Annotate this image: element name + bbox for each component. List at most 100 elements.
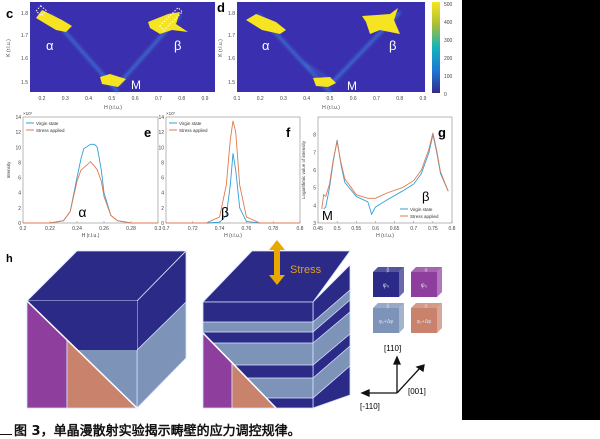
y-exponent: ×10⁷ [23, 111, 33, 116]
x-tick-label: 0.74 [215, 226, 225, 232]
peak-m [313, 77, 336, 87]
cube-top [373, 303, 404, 308]
y-axis-label: K (r.l.u.) [6, 39, 12, 57]
peak-label: M [322, 208, 333, 223]
cube-front [411, 272, 437, 297]
panel-label: g [438, 125, 446, 140]
label-alpha: α [262, 38, 270, 53]
y-tick-label: 8 [313, 133, 316, 139]
x-tick-label: 0.28 [126, 226, 136, 232]
panel-h: h Stress β φ₀ α φ₀ [6, 240, 442, 411]
caption-band [0, 420, 600, 439]
y-tick-label: 0 [18, 221, 21, 227]
x-tick-label: 0.7 [163, 226, 170, 232]
cube-value-label: φ₀+Δφ [379, 319, 395, 325]
chart-g: 0.45 0.5 0.55 0.6 0.65 0.7 0.75 0.8 3 4 5 6 7 8 H (r.l… [301, 116, 456, 239]
series-line-virgin [166, 153, 300, 224]
crystal-axes [360, 355, 425, 397]
colorbar-tick-label: 0 [444, 92, 447, 98]
stress-label: Stress [290, 264, 322, 276]
legend-label: Stress applied [179, 128, 208, 133]
series-line-stress [166, 120, 300, 224]
caption-marker [0, 434, 12, 435]
y-tick-label: 5 [313, 186, 316, 192]
x-tick-label: 0.2 [20, 226, 27, 232]
heatmap-c [30, 2, 215, 92]
y-tick-label: 10 [15, 145, 21, 151]
peak-label: α [78, 204, 86, 220]
y-tick-label: 8 [161, 160, 164, 166]
x-tick-label: 0.76 [242, 226, 252, 232]
x-tick-label: 0.22 [45, 226, 55, 232]
cube-value-label: φ₀ [421, 283, 428, 289]
cube-phase-label: β [387, 304, 390, 310]
x-tick-label: 0.1 [234, 96, 241, 102]
plot-area [22, 116, 159, 224]
legend-label: Virgin state [410, 207, 433, 212]
x-tick-label: 0.8 [449, 226, 456, 232]
figure-caption: 图 3，单晶漫散射实验揭示畴壁的应力调控规律。 [14, 424, 301, 439]
figure: c α β M 1.8 1.7 1.6 1.5 0.2 0.3 0.4 0.5 0.6 0.7 0… [0, 0, 462, 420]
x-tick-label: 0.7 [410, 226, 417, 232]
y-tick-label: 6 [161, 176, 164, 182]
panel-label: h [6, 253, 13, 265]
y-axis-label: K (r.l.u.) [218, 39, 224, 57]
x-tick-label: 0.3 [155, 226, 162, 232]
peak-m [100, 74, 126, 87]
peak-label: β [221, 204, 229, 220]
panel-label: e [144, 125, 151, 140]
cube-value-label: φ₀+Δφ [417, 319, 433, 325]
cube-side [437, 303, 442, 333]
x-tick-label: 0.9 [202, 96, 209, 102]
cube-front [373, 272, 399, 297]
cube-stressed [202, 250, 351, 409]
cube-top [411, 267, 442, 272]
cube-side [399, 267, 404, 297]
phase-legend: β φ₀ α φ₀ β φ₀+Δφ α φ₀+Δφ [373, 267, 442, 333]
x-axis-label: H (r.l.u.) [224, 233, 242, 239]
cube-side [399, 303, 404, 333]
cube-top [373, 267, 404, 272]
x-tick-label: 0.55 [351, 226, 361, 232]
peak-label: β [422, 189, 429, 204]
x-tick-label: 0.9 [420, 96, 427, 102]
y-tick-label: 1.5 [228, 80, 235, 86]
legend-cube: α φ₀ [411, 267, 442, 297]
y-tick-label: 1.6 [228, 56, 235, 62]
y-tick-label: 1.7 [228, 33, 235, 39]
x-tick-label: 0.3 [62, 96, 69, 102]
label-m: M [131, 78, 141, 92]
x-tick-label: 0.5 [334, 226, 341, 232]
cube-phase-label: α [425, 304, 428, 310]
y-tick-label: 0 [161, 221, 164, 227]
axis-110: [110] [384, 344, 401, 353]
x-tick-label: 0.5 [327, 96, 334, 102]
peak-alpha [246, 14, 286, 34]
y-tick-label: 1.8 [228, 11, 235, 17]
panel-label: d [217, 0, 225, 15]
y-tick-label: 6 [313, 168, 316, 174]
legend-label: Virgin state [179, 121, 202, 126]
x-tick-label: 0.6 [132, 96, 139, 102]
x-tick-label: 0.8 [297, 226, 304, 232]
y-tick-label: 4 [161, 191, 164, 197]
cube-top [411, 303, 442, 308]
x-tick-label: 0.65 [390, 226, 400, 232]
colorbar-tick-label: 200 [444, 56, 453, 62]
x-tick-label: 0.8 [178, 96, 185, 102]
y-tick-label: 4 [313, 203, 316, 209]
cube-virgin [26, 250, 187, 409]
legend-cube: β φ₀+Δφ [373, 303, 404, 333]
x-axis-label: H (r.l.u.) [104, 105, 122, 111]
y-tick-label: 14 [15, 115, 21, 121]
plot-area [165, 116, 301, 224]
y-tick-label: 1.5 [21, 80, 28, 86]
panel-d: d α β M 1.8 1.7 1.6 1.5 0.1 0.2 0.3 0.4 0.5 0.6 0.… [217, 0, 453, 111]
y-tick-label: 12 [158, 130, 164, 136]
x-tick-label: 0.26 [99, 226, 109, 232]
plot-area [317, 116, 453, 224]
series-line-stress [23, 161, 158, 224]
panel-label: c [6, 6, 13, 21]
